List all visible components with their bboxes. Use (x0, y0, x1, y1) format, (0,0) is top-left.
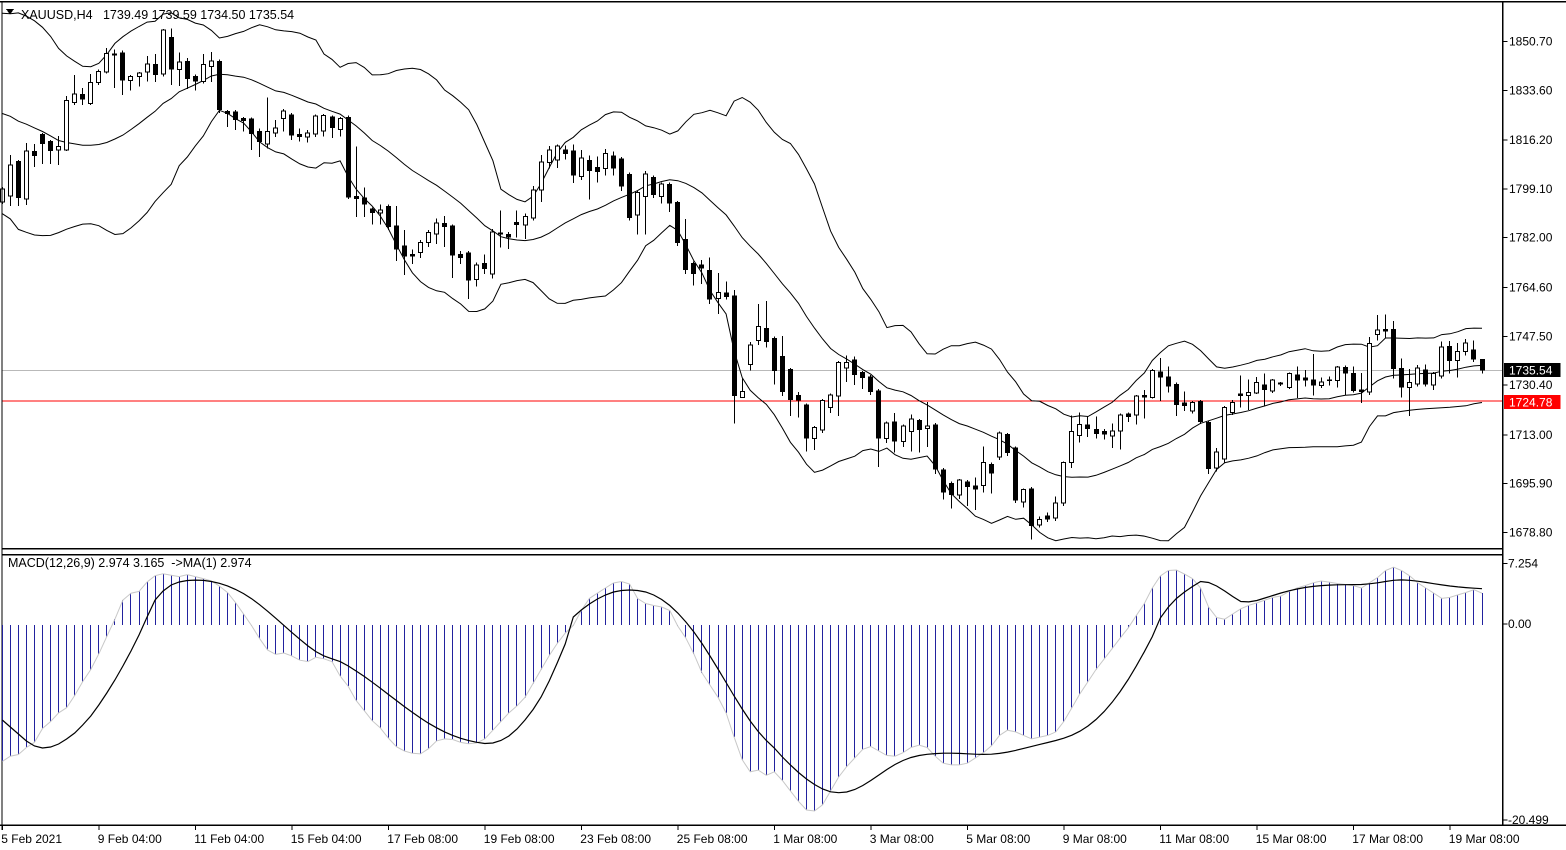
svg-text:19 Feb 08:00: 19 Feb 08:00 (484, 832, 555, 846)
svg-text:1 Mar 08:00: 1 Mar 08:00 (773, 832, 837, 846)
svg-text:9 Feb 04:00: 9 Feb 04:00 (98, 832, 162, 846)
svg-text:9 Mar 08:00: 9 Mar 08:00 (1063, 832, 1127, 846)
svg-text:5 Mar 08:00: 5 Mar 08:00 (966, 832, 1030, 846)
svg-text:23 Feb 08:00: 23 Feb 08:00 (580, 832, 651, 846)
svg-text:MACD(12,26,9) 2.974 3.165 ->M: MACD(12,26,9) 2.974 3.165 ->MA(1) 2.974 (8, 556, 252, 570)
svg-text:1764.60: 1764.60 (1509, 280, 1553, 294)
svg-text:-20.499: -20.499 (1508, 813, 1549, 827)
svg-text:1816.20: 1816.20 (1509, 133, 1553, 147)
svg-text:1730.40: 1730.40 (1509, 378, 1553, 392)
svg-text:11 Feb 04:00: 11 Feb 04:00 (194, 832, 264, 846)
svg-text:1735.54: 1735.54 (1509, 363, 1553, 377)
svg-text:1724.78: 1724.78 (1509, 395, 1553, 409)
svg-text:1678.80: 1678.80 (1509, 526, 1553, 540)
svg-text:17 Mar 08:00: 17 Mar 08:00 (1352, 832, 1423, 846)
svg-text:11 Mar 08:00: 11 Mar 08:00 (1159, 832, 1229, 846)
svg-text:15 Mar 08:00: 15 Mar 08:00 (1256, 832, 1327, 846)
svg-text:1799.10: 1799.10 (1509, 182, 1553, 196)
svg-text:3 Mar 08:00: 3 Mar 08:00 (870, 832, 934, 846)
svg-text:7.254: 7.254 (1508, 557, 1538, 571)
svg-text:1782.00: 1782.00 (1509, 231, 1553, 245)
svg-text:25 Feb 08:00: 25 Feb 08:00 (677, 832, 748, 846)
svg-text:0.00: 0.00 (1508, 617, 1532, 631)
svg-text:17 Feb 08:00: 17 Feb 08:00 (387, 832, 458, 846)
svg-text:15 Feb 04:00: 15 Feb 04:00 (291, 832, 362, 846)
svg-text:1747.50: 1747.50 (1509, 329, 1553, 343)
svg-text:1713.00: 1713.00 (1509, 428, 1553, 442)
svg-text:19 Mar 08:00: 19 Mar 08:00 (1449, 832, 1520, 846)
svg-text:5 Feb 2021: 5 Feb 2021 (1, 832, 62, 846)
svg-text:XAUUSD,H4 1739.49 1739.59 17: XAUUSD,H4 1739.49 1739.59 1734.50 1735.5… (21, 8, 294, 22)
svg-text:1833.60: 1833.60 (1509, 83, 1553, 97)
svg-text:1695.90: 1695.90 (1509, 477, 1553, 491)
svg-text:1850.70: 1850.70 (1509, 35, 1553, 49)
